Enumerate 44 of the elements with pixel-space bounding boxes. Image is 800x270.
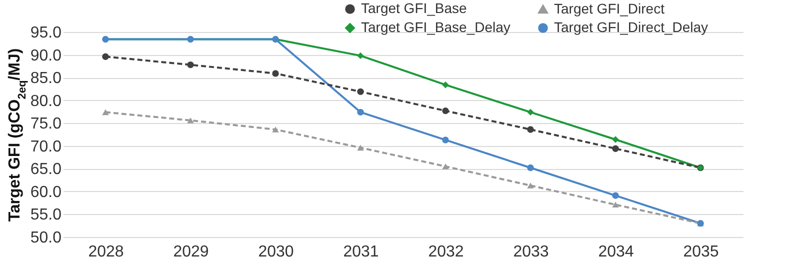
x-tick-label: 2031 [343, 244, 379, 260]
point [102, 53, 109, 60]
y-tick-label: 70.0 [30, 138, 62, 156]
x-tick-label: 2029 [173, 244, 209, 260]
x-tick-label: 2028 [88, 244, 124, 260]
point [357, 108, 364, 116]
x-tick-label: 2030 [258, 244, 294, 260]
y-tick-label: 95.0 [30, 24, 62, 42]
point [357, 52, 364, 60]
y-tick-label: 75.0 [30, 116, 62, 133]
point [442, 136, 449, 144]
point [187, 117, 194, 124]
legend-label: Target GFI_Base [361, 0, 468, 16]
point [187, 61, 194, 68]
point [527, 182, 534, 188]
point [442, 81, 449, 88]
point [357, 88, 364, 96]
point [527, 126, 534, 133]
point [612, 136, 619, 143]
legend-label: Target GFI_Direct_Delay [554, 19, 708, 35]
x-tick-label: 2033 [513, 244, 549, 260]
y-tick-label: 50.0 [30, 230, 62, 246]
x-tick-label: 2035 [683, 244, 719, 260]
legend-label: Target GFI_Base_Delay [361, 19, 510, 35]
y-tick-label: 55.0 [30, 206, 62, 224]
point [612, 192, 619, 199]
point [102, 109, 109, 116]
y-tick-label: 85.0 [30, 70, 62, 88]
x-tick-label: 2032 [428, 244, 464, 260]
y-tick-label: 90.0 [30, 47, 62, 64]
point [612, 202, 619, 208]
point [442, 163, 449, 170]
y-tick-label: 65.0 [30, 161, 62, 178]
legend-label: Target GFI_Direct [554, 0, 665, 16]
point [272, 126, 279, 132]
point [527, 108, 534, 116]
x-tick-label: 2034 [598, 244, 634, 260]
point [442, 107, 449, 114]
y-tick-label: 60.0 [30, 184, 62, 201]
point [612, 145, 619, 152]
point [527, 164, 534, 172]
point [272, 70, 279, 77]
y-tick-label: 80.0 [30, 92, 62, 110]
point [357, 144, 364, 151]
